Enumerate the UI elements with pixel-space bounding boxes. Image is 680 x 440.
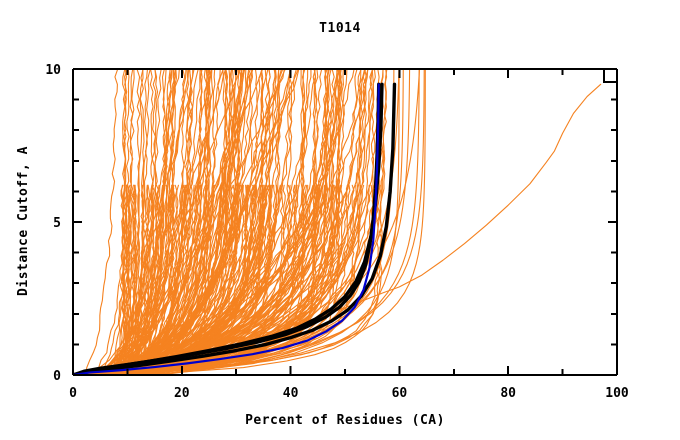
prediction-curve <box>103 69 341 375</box>
prediction-curve <box>119 184 314 375</box>
prediction-curve <box>106 184 224 375</box>
prediction-curve <box>134 184 138 375</box>
axis-tick-labels: 0 20 40 60 80 100 0 5 10 <box>45 63 629 401</box>
reference-curves-group <box>73 82 397 375</box>
prediction-curve <box>111 184 317 375</box>
prediction-curve <box>110 184 173 375</box>
prediction-curve <box>125 184 175 375</box>
prediction-curve <box>85 69 329 375</box>
prediction-curve <box>151 69 177 375</box>
prediction-curve <box>106 184 362 375</box>
reference-curve-blue <box>73 83 380 375</box>
prediction-curve <box>114 184 184 375</box>
prediction-curve <box>102 184 179 375</box>
prediction-curve <box>128 184 187 375</box>
x-tick-label: 20 <box>174 386 190 401</box>
prediction-curve <box>129 184 272 375</box>
prediction-curve <box>111 184 129 375</box>
prediction-curve <box>110 184 223 375</box>
prediction-curve <box>133 69 285 375</box>
x-axis-label: Percent of Residues (CA) <box>245 413 445 428</box>
prediction-curve <box>96 184 151 375</box>
prediction-curve <box>114 69 190 375</box>
prediction-curve <box>110 184 208 375</box>
x-tick-label: 100 <box>605 386 629 401</box>
prediction-curve <box>133 69 224 375</box>
prediction-curve <box>140 184 150 375</box>
prediction-curve <box>95 184 323 375</box>
prediction-curves-group <box>79 69 426 375</box>
prediction-curve <box>108 184 155 375</box>
prediction-curve <box>132 184 249 375</box>
prediction-curve <box>140 184 169 375</box>
prediction-curve <box>130 184 265 375</box>
axis-ticks <box>72 68 618 376</box>
prediction-curve <box>101 184 257 375</box>
prediction-curve <box>140 184 309 375</box>
reference-curve-black <box>73 82 397 375</box>
prediction-curve <box>159 69 400 375</box>
prediction-curve <box>98 184 243 375</box>
prediction-curve <box>116 69 369 375</box>
prediction-curve <box>123 184 351 375</box>
prediction-curve <box>85 69 119 375</box>
prediction-curve <box>138 184 383 375</box>
prediction-curve <box>93 69 159 375</box>
prediction-curve <box>127 69 426 375</box>
prediction-curve <box>108 69 246 375</box>
x-tick-label: 40 <box>283 386 299 401</box>
prediction-curve <box>81 69 367 375</box>
prediction-curve <box>116 184 234 375</box>
prediction-curve <box>153 69 420 375</box>
outlier-curve-group <box>73 83 602 375</box>
prediction-curve <box>129 69 425 375</box>
prediction-curve <box>106 184 314 375</box>
prediction-curve <box>152 69 246 375</box>
prediction-curve <box>129 184 145 375</box>
prediction-curve <box>128 184 193 375</box>
outlier-curve <box>73 83 602 375</box>
prediction-curve <box>96 69 282 375</box>
prediction-curve <box>142 184 262 375</box>
prediction-curve <box>112 184 245 375</box>
prediction-curve <box>114 69 195 375</box>
prediction-curve <box>133 184 165 375</box>
prediction-curve <box>132 184 308 375</box>
prediction-curve <box>110 184 231 375</box>
x-tick-label: 0 <box>69 386 77 401</box>
x-tick-label: 60 <box>392 386 408 401</box>
prediction-curve <box>128 184 297 375</box>
frame-corner-notch <box>603 69 617 83</box>
y-tick-label: 0 <box>53 369 61 384</box>
prediction-curve <box>99 184 134 375</box>
y-tick-label: 5 <box>53 216 61 231</box>
y-tick-label: 10 <box>45 63 61 78</box>
prediction-curve <box>126 184 296 375</box>
x-tick-label: 80 <box>500 386 516 401</box>
prediction-curve <box>125 69 411 375</box>
prediction-curve <box>115 69 362 375</box>
prediction-curve <box>111 184 326 375</box>
page-title: T1014 <box>319 21 361 36</box>
prediction-curve <box>139 184 256 375</box>
y-axis-label: Distance Cutoff, A <box>16 146 31 296</box>
